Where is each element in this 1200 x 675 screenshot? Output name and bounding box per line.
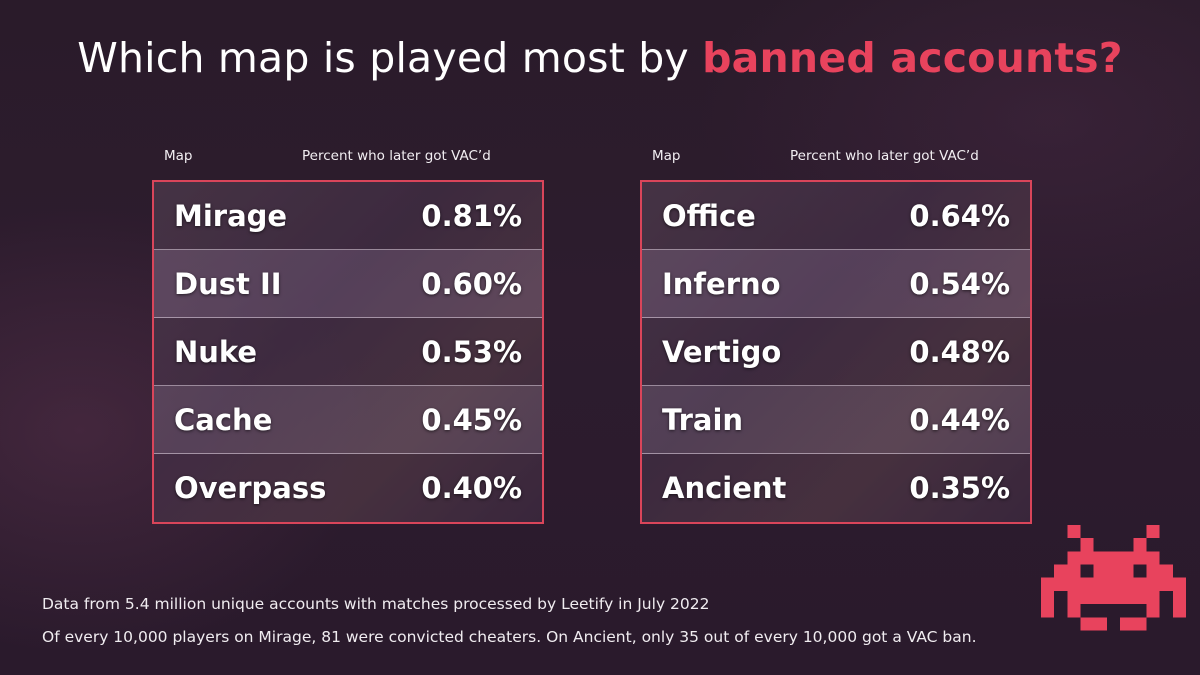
map-name: Vertigo: [662, 335, 782, 369]
table-row: Nuke 0.53%: [154, 318, 542, 386]
ban-percent: 0.53%: [421, 335, 522, 369]
ban-percent: 0.40%: [421, 471, 522, 505]
table-row: Office 0.64%: [642, 182, 1030, 250]
ban-percent: 0.45%: [421, 403, 522, 437]
left-table-header: Map Percent who later got VAC’d: [152, 146, 544, 168]
map-name: Cache: [174, 403, 273, 437]
right-table-header: Map Percent who later got VAC’d: [640, 146, 1032, 168]
table-row: Overpass 0.40%: [154, 454, 542, 522]
left-table-panel: Mirage 0.81% Dust II 0.60% Nuke 0.53% Ca…: [152, 180, 544, 524]
ban-percent: 0.64%: [909, 199, 1010, 233]
table-row: Cache 0.45%: [154, 386, 542, 454]
table-row: Train 0.44%: [642, 386, 1030, 454]
table-row: Inferno 0.54%: [642, 250, 1030, 318]
ban-percent: 0.48%: [909, 335, 1010, 369]
title-prefix: Which map is played most by: [77, 34, 703, 82]
column-header-percent: Percent who later got VAC’d: [302, 148, 491, 164]
ban-percent: 0.60%: [421, 267, 522, 301]
column-header-map: Map: [652, 148, 681, 164]
ban-percent: 0.81%: [421, 199, 522, 233]
map-name: Overpass: [174, 471, 327, 505]
table-row: Mirage 0.81%: [154, 182, 542, 250]
left-table: Map Percent who later got VAC’d Mirage 0…: [152, 146, 544, 524]
ban-percent: 0.54%: [909, 267, 1010, 301]
map-name: Office: [662, 199, 756, 233]
ban-percent: 0.44%: [909, 403, 1010, 437]
footnote-explanation: Of every 10,000 players on Mirage, 81 we…: [42, 628, 977, 646]
table-row: Ancient 0.35%: [642, 454, 1030, 522]
map-name: Train: [662, 403, 744, 437]
map-name: Inferno: [662, 267, 781, 301]
right-table: Map Percent who later got VAC’d Office 0…: [640, 146, 1032, 524]
right-table-panel: Office 0.64% Inferno 0.54% Vertigo 0.48%…: [640, 180, 1032, 524]
column-header-percent: Percent who later got VAC’d: [790, 148, 979, 164]
map-name: Dust II: [174, 267, 282, 301]
page-title: Which map is played most by banned accou…: [0, 34, 1200, 82]
map-name: Nuke: [174, 335, 258, 369]
title-highlight: banned accounts?: [702, 34, 1123, 82]
ban-percent: 0.35%: [909, 471, 1010, 505]
map-name: Ancient: [662, 471, 787, 505]
footnote-source: Data from 5.4 million unique accounts wi…: [42, 595, 710, 613]
table-row: Dust II 0.60%: [154, 250, 542, 318]
table-row: Vertigo 0.48%: [642, 318, 1030, 386]
map-name: Mirage: [174, 199, 288, 233]
space-invader-icon: [1041, 525, 1186, 631]
column-header-map: Map: [164, 148, 193, 164]
